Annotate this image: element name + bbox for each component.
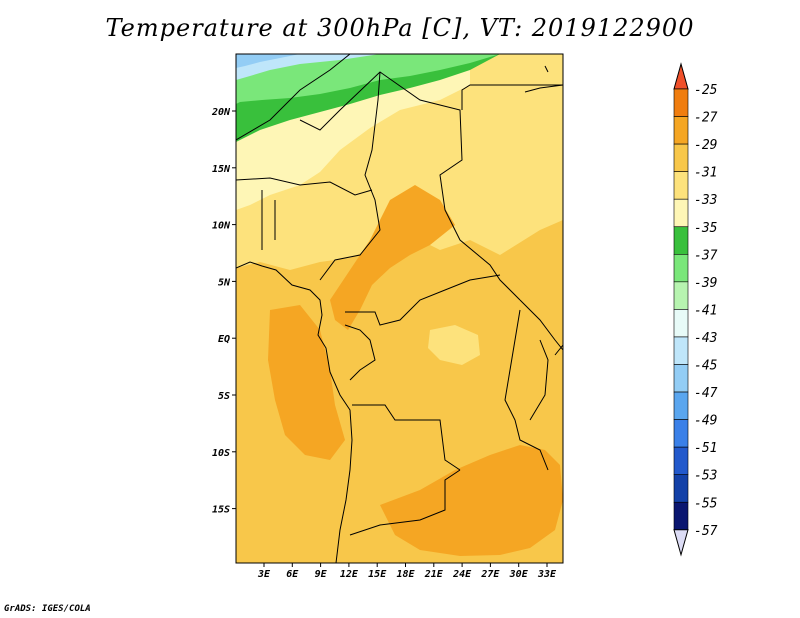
lat-tick-label: 10S [212, 448, 230, 459]
country-borders [236, 54, 563, 563]
colorbar-label: -57 [694, 524, 718, 539]
colorbar-label: -39 [694, 276, 717, 291]
lon-tick-label: 30E [509, 569, 529, 580]
border-line [299, 71, 521, 301]
colorbar: -25 -27 -29 -31 -33 -35 -37 -39 -41 -43 -45 -47 -49 -… [673, 62, 718, 557]
lon-tick-label: 6E [286, 569, 299, 580]
lat-tick-label: 5N [218, 277, 231, 288]
lon-tick-label: 18E [396, 569, 415, 580]
colorbar-swatch [673, 88, 689, 117]
lon-tick-label: 21E [424, 569, 444, 580]
border-line [344, 324, 376, 381]
border-line [261, 190, 276, 250]
colorbar-label: -27 [694, 111, 718, 126]
colorbar-top-arrow [673, 62, 689, 90]
lon-tick-label: 12E [340, 569, 359, 580]
border-line [349, 469, 461, 536]
lat-tick-label: 10N [212, 221, 231, 232]
colorbar-swatch [673, 501, 689, 531]
colorbar-label: -35 [694, 221, 718, 236]
border-line [319, 71, 381, 281]
lon-tick-label: 33E [537, 569, 557, 580]
field-orange-south [380, 445, 563, 556]
colorbar-swatch [673, 336, 689, 365]
colorbar-swatch [673, 171, 689, 200]
colorbar-swatch [673, 254, 689, 283]
colorbar-label: -49 [694, 414, 717, 429]
latitude-ticks: 20N 15N 10N 5N EQ 5S 10S 15S [211, 107, 236, 516]
border-line [352, 404, 461, 471]
colorbar-swatch [673, 281, 689, 310]
lat-tick-label: 5S [218, 391, 230, 402]
lon-tick-label: 15E [368, 569, 387, 580]
colorbar-swatch [673, 419, 689, 448]
lon-tick-label: 24E [452, 569, 472, 580]
border-line [461, 84, 563, 110]
lat-tick-label: 15S [212, 505, 230, 516]
field-pale-patch [428, 325, 480, 365]
colorbar-label: -51 [694, 441, 717, 456]
border-line [519, 299, 563, 351]
field-orange-west [268, 305, 345, 460]
colorbar-swatch [673, 474, 689, 503]
lon-tick-label: 27E [480, 569, 500, 580]
colorbar-label: -53 [694, 469, 717, 484]
border-line [529, 339, 563, 421]
colorbar-label: -25 [694, 83, 718, 98]
colorbar-label: -33 [694, 193, 717, 208]
colorbar-label: -41 [694, 303, 717, 318]
colorbar-label: -45 [694, 359, 718, 374]
colorbar-swatch [673, 226, 689, 255]
border-line [504, 309, 549, 471]
field-light-blue [236, 54, 380, 80]
field-light-green [236, 54, 500, 104]
map-title: Temperature at 300hPa [C], VT: 201912290… [105, 14, 695, 42]
credit-text: GrADS: IGES/COLA [4, 604, 91, 614]
map-frame [235, 53, 564, 564]
field-blue [236, 54, 300, 68]
lat-tick-label: 15N [212, 164, 231, 175]
colorbar-swatch [673, 446, 689, 475]
colorbar-swatch [673, 116, 689, 145]
colorbar-swatch [673, 198, 689, 228]
colorbar-label: -37 [694, 248, 718, 263]
colorbar-swatch [673, 364, 689, 393]
lon-tick-label: 9E [315, 569, 328, 580]
border-line [236, 177, 373, 196]
lon-tick-label: 3E [257, 569, 271, 580]
colorbar-label: -55 [694, 496, 718, 511]
border-line [524, 65, 563, 93]
colorbar-swatch [673, 143, 689, 172]
colorbar-label: -29 [694, 138, 717, 153]
lat-tick-label: EQ [218, 334, 230, 345]
colorbar-swatch [673, 309, 689, 338]
colorbar-label: -31 [694, 166, 717, 181]
colorbar-label: -43 [694, 331, 717, 346]
border-line [236, 54, 351, 141]
colorbar-bottom-arrow [673, 529, 689, 557]
field-orange-band [330, 185, 455, 330]
border-line [236, 261, 353, 563]
longitude-ticks: 3E 6E 9E 12E 15E 18E 21E 24E 27E 30E 33E [257, 563, 557, 580]
colorbar-label: -47 [694, 386, 718, 401]
border-line [345, 274, 501, 326]
temperature-field [236, 54, 563, 563]
colorbar-swatch [673, 391, 689, 420]
lat-tick-label: 20N [211, 107, 231, 118]
